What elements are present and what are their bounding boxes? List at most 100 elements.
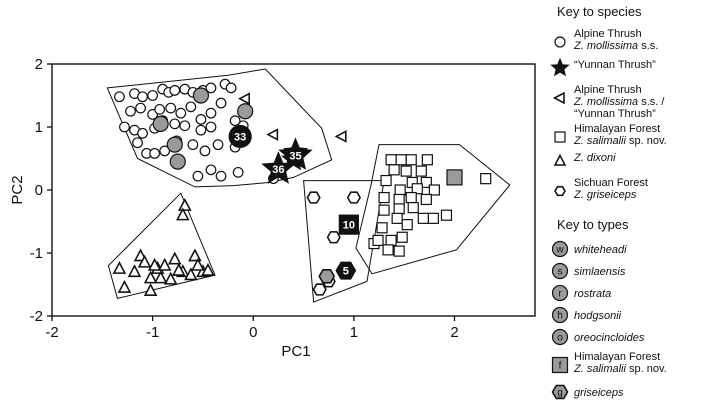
data-point-triangle-left [334,130,347,143]
numbered-marker [338,214,359,235]
data-point-square [393,245,405,257]
legend-type-letter: f [559,361,562,372]
legend-marker-circle [554,36,566,48]
data-point-square [396,231,408,243]
legend-type-label: oreocincloides [574,332,645,344]
data-point-triangle-left [238,92,250,105]
hull-z-dixoni [107,192,216,299]
data-point-hexagon [312,283,327,296]
data-point-square [382,244,394,256]
data-point-square [415,165,427,177]
data-point-circle [212,139,224,151]
legend-type-letter: g [557,388,563,399]
data-point-triangle-up [137,254,152,268]
data-points [112,78,492,296]
data-point-triangle-up [178,198,192,211]
legend-species-label: Z. dixoni [573,152,616,164]
type-specimen-marker [192,87,210,104]
data-point-square [480,173,492,185]
data-point-square [380,174,392,187]
data-point-triangle-up [112,261,127,274]
data-point-circle [187,139,199,151]
legend-type-sublabel: Z. salimalii sp. nov. [573,363,667,375]
data-point-square [394,184,406,196]
data-point-square [378,191,390,204]
data-point-circle [205,121,217,133]
data-point-circle [175,107,187,119]
data-point-square [388,164,400,176]
numbered-marker-label: 35 [289,150,301,162]
data-point-circle [185,101,197,113]
data-point-hexagon [306,191,321,204]
data-point-triangle-up [143,283,158,296]
data-point-circle [125,105,136,117]
legend-marker-star [550,57,570,77]
data-point-triangle-up [201,262,215,276]
data-point-circle [159,145,171,157]
numbered-marker-label: 5 [343,266,349,278]
legend-species-sublabel: Z. mollissima s.s. / [573,96,665,108]
legend-type-label: hodgsonii [574,310,622,322]
legend-species-heading: Key to species [557,4,642,19]
legend-species-sublabel: “Yunnan Thrush” [574,108,656,120]
data-point-square [391,212,403,224]
data-point-triangle-up [153,270,168,284]
legend-type-letter: w [555,245,564,256]
data-point-triangle-up [143,270,158,284]
data-point-circle [114,91,125,103]
data-point-circle [137,91,148,103]
data-point-circle [169,118,181,130]
legend-type-label: rostrata [574,288,611,300]
y-tick-label: 2 [35,56,43,73]
legend-types-heading: Key to types [557,217,629,232]
hull-alpine-thrush [106,68,333,188]
data-point-triangle-left [266,128,279,141]
legend-type-marker [551,284,569,302]
legend-type-marker [551,328,569,346]
data-point-circle [225,82,237,94]
type-specimen-marker [169,153,186,170]
x-tick-label: -2 [45,324,58,341]
data-point-square [393,203,405,215]
y-tick-label: -2 [30,308,43,325]
numbered-marker [261,151,296,184]
data-point-square [395,154,407,166]
y-tick-label: 1 [35,119,43,136]
legend-marker-triangle-up [553,153,567,166]
data-point-circle [147,90,159,101]
data-point-square [440,209,453,221]
x-axis: -2 -1 0 1 2 [45,316,459,341]
type-specimen-marker [166,136,183,153]
data-point-triangle-up [127,264,142,278]
plot-frame [51,63,536,317]
data-point-square [385,154,397,166]
numbered-marker [278,137,313,170]
y-tick-label: -1 [30,245,43,262]
data-point-circle [135,102,146,114]
type-specimen-marker [237,103,254,120]
data-point-square [405,154,417,166]
legend-type-marker [551,262,569,280]
legend-type-letter: o [557,333,563,344]
data-point-triangle-up [167,251,182,265]
data-point-square [385,234,397,246]
data-point-circle [215,97,227,109]
data-point-square [420,176,432,189]
legend-species-label: Alpine Thrush [574,84,642,96]
data-point-square [401,219,413,231]
legend-type-letter: s [558,267,563,278]
data-point-square [400,165,412,177]
type-specimen-marker [318,269,336,284]
legend-type-letter: h [557,311,563,322]
numbered-marker [228,124,252,149]
data-point-circle [165,102,177,114]
legend-type-marker [551,240,569,258]
legend-species-label: “Yunnan Thrush” [574,59,656,71]
data-point-circle [149,148,161,159]
data-point-circle [195,114,207,125]
data-point-hexagon [326,231,341,244]
data-point-circle [195,124,207,136]
legend-marker-hexagon [554,185,566,197]
data-point-square [407,202,419,214]
data-point-square [372,234,384,246]
